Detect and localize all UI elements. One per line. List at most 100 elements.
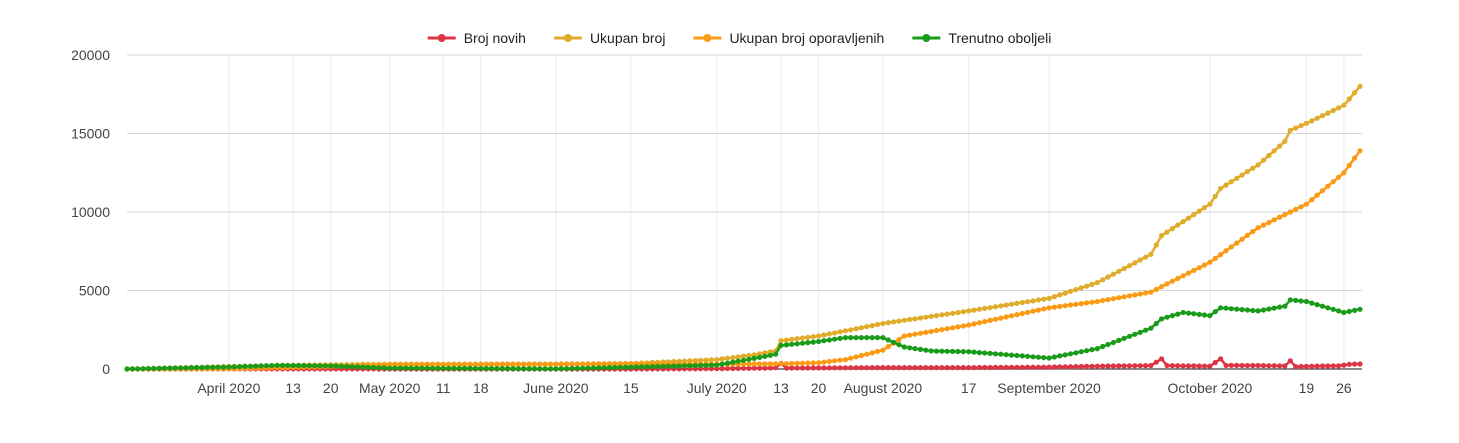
data-point[interactable] [505, 361, 511, 368]
data-point[interactable] [408, 365, 414, 371]
data-point[interactable] [805, 360, 811, 366]
data-point[interactable] [644, 364, 650, 370]
data-point[interactable] [1201, 312, 1208, 318]
data-point[interactable] [880, 347, 886, 353]
data-point[interactable] [1244, 307, 1250, 313]
data-point[interactable] [1046, 364, 1052, 370]
data-point[interactable] [1319, 303, 1326, 309]
data-point[interactable] [907, 332, 913, 338]
data-point[interactable] [194, 365, 200, 371]
data-point[interactable] [692, 363, 698, 369]
data-point[interactable] [639, 364, 645, 370]
data-point[interactable] [1143, 254, 1149, 260]
data-point[interactable] [574, 361, 580, 367]
data-point[interactable] [1277, 363, 1283, 369]
data-point[interactable] [939, 327, 945, 333]
data-point[interactable] [210, 364, 216, 370]
data-point[interactable] [1084, 363, 1090, 369]
data-point[interactable] [290, 362, 296, 369]
data-point[interactable] [837, 357, 843, 363]
data-point[interactable] [505, 366, 511, 372]
data-point[interactable] [1110, 271, 1116, 277]
data-point[interactable] [976, 306, 983, 312]
data-point[interactable] [1025, 353, 1031, 359]
data-point[interactable] [1277, 304, 1283, 310]
data-point[interactable] [1357, 83, 1363, 89]
data-point[interactable] [1282, 303, 1288, 309]
data-point[interactable] [574, 365, 580, 371]
data-point[interactable] [933, 348, 940, 354]
data-point[interactable] [1035, 307, 1041, 313]
data-point[interactable] [483, 365, 489, 372]
data-point[interactable] [966, 349, 972, 355]
data-point[interactable] [885, 344, 891, 350]
data-point[interactable] [274, 362, 280, 368]
data-point[interactable] [917, 315, 924, 321]
data-point[interactable] [1100, 363, 1106, 369]
data-point[interactable] [864, 335, 870, 341]
data-point[interactable] [515, 366, 521, 372]
data-point[interactable] [1110, 363, 1116, 369]
data-point[interactable] [258, 363, 264, 369]
data-point[interactable] [1352, 90, 1358, 96]
data-point[interactable] [864, 351, 870, 357]
data-point[interactable] [1223, 248, 1229, 254]
data-point[interactable] [789, 360, 795, 367]
data-point[interactable] [1223, 362, 1229, 368]
data-point[interactable] [1084, 348, 1090, 354]
data-point[interactable] [1309, 118, 1315, 124]
data-point[interactable] [1100, 277, 1106, 283]
data-point[interactable] [1159, 284, 1165, 290]
data-point[interactable] [816, 338, 822, 345]
data-point[interactable] [1159, 316, 1165, 322]
data-point[interactable] [1244, 169, 1250, 175]
data-point[interactable] [1277, 143, 1283, 149]
data-point[interactable] [413, 365, 420, 371]
data-point[interactable] [1030, 364, 1036, 370]
data-point[interactable] [440, 362, 446, 368]
data-point[interactable] [1336, 363, 1342, 369]
data-point[interactable] [805, 334, 811, 340]
data-point[interactable] [1250, 165, 1256, 171]
data-point[interactable] [1228, 244, 1234, 250]
data-point[interactable] [1137, 363, 1143, 369]
data-point[interactable] [1148, 289, 1154, 295]
data-point[interactable] [982, 364, 988, 371]
data-point[interactable] [874, 335, 881, 341]
data-point[interactable] [1346, 308, 1352, 314]
data-point[interactable] [1100, 297, 1106, 304]
data-point[interactable] [1298, 363, 1304, 370]
data-point[interactable] [1084, 283, 1090, 289]
data-point[interactable] [188, 365, 194, 371]
data-point[interactable] [762, 365, 768, 371]
data-point[interactable] [1084, 300, 1090, 306]
data-point[interactable] [1126, 333, 1133, 339]
data-point[interactable] [1352, 155, 1358, 161]
data-point[interactable] [472, 362, 479, 368]
data-point[interactable] [778, 361, 784, 367]
data-point[interactable] [569, 365, 575, 372]
data-point[interactable] [907, 345, 913, 351]
data-point[interactable] [944, 365, 950, 371]
data-point[interactable] [1212, 255, 1218, 261]
data-point[interactable] [912, 316, 918, 322]
data-point[interactable] [1121, 335, 1127, 341]
data-point[interactable] [1025, 364, 1031, 370]
data-point[interactable] [853, 335, 859, 341]
data-point[interactable] [1271, 217, 1277, 223]
data-point[interactable] [1175, 363, 1181, 369]
data-point[interactable] [1046, 295, 1052, 301]
data-point[interactable] [735, 354, 741, 360]
data-point[interactable] [971, 307, 977, 313]
data-point[interactable] [242, 363, 248, 369]
data-point[interactable] [1239, 307, 1245, 313]
data-point[interactable] [1143, 327, 1149, 333]
data-point[interactable] [365, 364, 371, 370]
data-point[interactable] [1314, 302, 1320, 308]
data-point[interactable] [1266, 152, 1272, 159]
data-point[interactable] [1260, 363, 1267, 369]
data-point[interactable] [928, 328, 934, 335]
data-point[interactable] [1325, 305, 1331, 311]
data-point[interactable] [676, 363, 682, 369]
data-point[interactable] [1287, 127, 1293, 133]
